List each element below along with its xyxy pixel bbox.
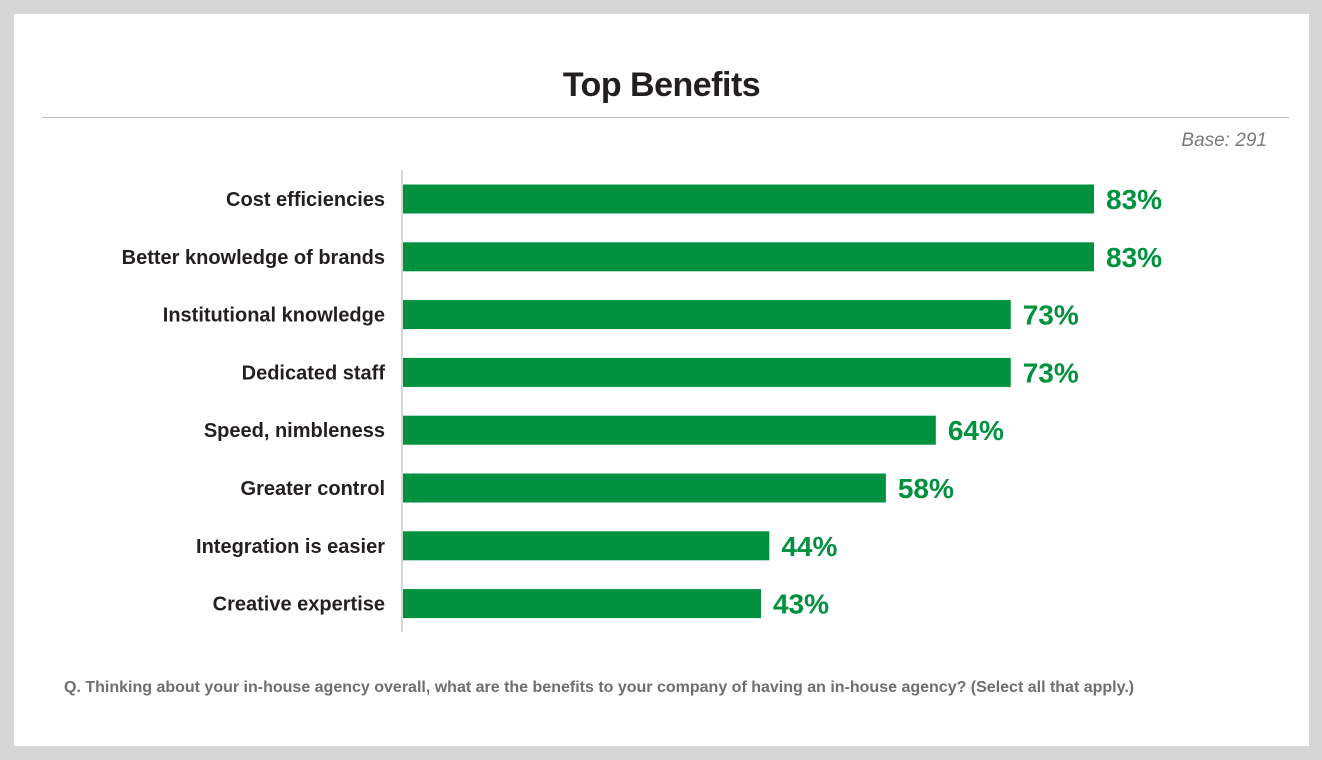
category-label: Integration is easier [196, 536, 385, 558]
value-label: 73% [1023, 300, 1079, 331]
bar [403, 184, 1094, 214]
bar [403, 357, 1011, 387]
value-label: 58% [898, 473, 954, 504]
value-label: 83% [1106, 184, 1162, 215]
category-label: Institutional knowledge [163, 305, 385, 327]
value-label: 83% [1106, 242, 1162, 273]
category-label: Better knowledge of brands [122, 247, 385, 269]
chart-title: Top Benefits [562, 66, 761, 104]
value-label: 44% [781, 531, 837, 562]
category-label: Speed, nimbleness [204, 420, 385, 442]
title-divider [42, 117, 1289, 118]
base-note: Base: 291 [1181, 130, 1267, 151]
bar [403, 531, 770, 561]
category-label: Creative expertise [213, 594, 385, 616]
value-label: 43% [773, 589, 829, 620]
category-label: Greater control [241, 478, 385, 500]
bar [403, 589, 761, 619]
category-label: Cost efficiencies [226, 189, 385, 211]
survey-question: Q. Thinking about your in-house agency o… [64, 679, 1135, 696]
bar [403, 473, 886, 503]
bar [403, 415, 936, 445]
category-label: Dedicated staff [242, 362, 386, 384]
value-label: 64% [948, 415, 1004, 446]
bar [403, 300, 1011, 330]
value-label: 73% [1023, 357, 1079, 388]
bar [403, 242, 1094, 272]
